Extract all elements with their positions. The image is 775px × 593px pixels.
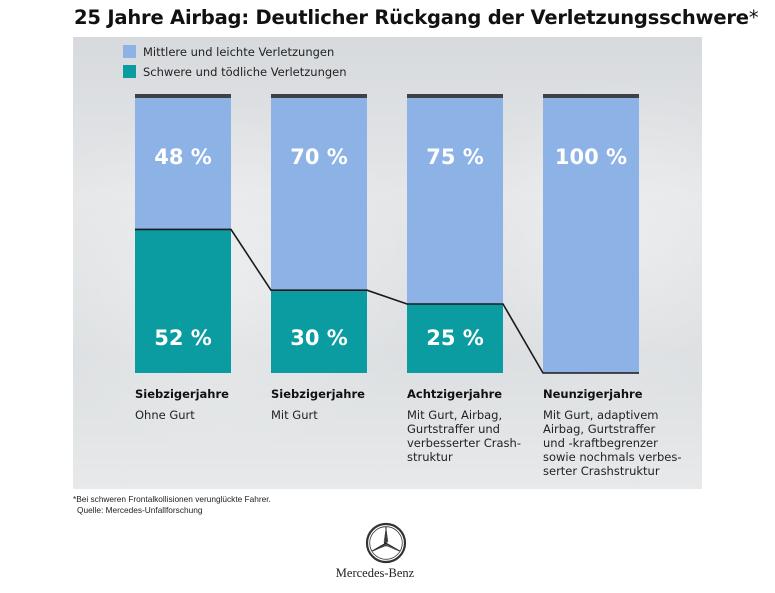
bar-severe-3: [407, 304, 503, 373]
category-desc-4-4: sowie nochmals verbes-: [543, 450, 682, 464]
bar-cap-2: [271, 94, 367, 98]
footnote-source: Quelle: Mercedes-Unfallforschung: [77, 505, 203, 515]
bar-cap-1: [135, 94, 231, 98]
bar-light-1: [135, 97, 231, 230]
category-labels: Siebzigerjahre Ohne Gurt Siebzigerjahre Mit…: [135, 387, 682, 478]
value-label-severe-1: 52 %: [154, 326, 212, 350]
bar-severe-1: [135, 229, 231, 373]
bar-light-4: [543, 97, 639, 373]
bar-severe-2: [271, 290, 367, 373]
brand-wordmark: Mercedes-Benz: [335, 566, 415, 580]
category-desc-4-3: und -kraftbegrenzer: [543, 436, 658, 450]
severity-trend-line: [135, 228, 639, 374]
legend-label-severe: Schwere und tödliche Verletzungen: [143, 65, 347, 79]
category-desc-4-1: Mit Gurt, adaptivem: [543, 408, 659, 422]
value-label-light-3: 75 %: [426, 145, 484, 169]
category-desc-3-1: Mit Gurt, Airbag,: [407, 408, 502, 422]
category-desc-2-1: Mit Gurt: [271, 408, 318, 422]
three-pointed-star-icon: [365, 522, 407, 564]
category-label-1: Siebzigerjahre: [135, 387, 229, 401]
category-desc-4-5: serter Crashstruktur: [543, 464, 660, 478]
value-labels: 48 % 52 % 70 % 30 % 75 % 25 % 100 %: [154, 145, 627, 350]
chart-panel: Mittlere und leichte Verletzungen Schwere…: [73, 37, 702, 489]
value-label-severe-3: 25 %: [426, 326, 484, 350]
legend-swatch-light: [123, 45, 136, 58]
value-label-severe-2: 30 %: [290, 326, 348, 350]
value-label-light-2: 70 %: [290, 145, 348, 169]
title-footnote-marker: *: [748, 6, 759, 29]
footnote-line-1: *Bei schweren Frontalkollisionen verungl…: [73, 494, 271, 504]
page-title: 25 Jahre Airbag: Deutlicher Rückgang der…: [74, 6, 764, 29]
bar-cap-4: [543, 94, 639, 98]
category-desc-3-3: verbesserter Crash-: [407, 436, 521, 450]
footnote: *Bei schweren Frontalkollisionen verungl…: [73, 494, 271, 516]
category-desc-1-1: Ohne Gurt: [135, 408, 195, 422]
bar-group: [135, 94, 639, 373]
category-label-2: Siebzigerjahre: [271, 387, 365, 401]
title-text: 25 Jahre Airbag: Deutlicher Rückgang der…: [74, 6, 749, 29]
category-desc-4-2: Airbag, Gurtstraffer: [543, 422, 655, 436]
connector-layer: [135, 228, 639, 374]
legend-label-light: Mittlere und leichte Verletzungen: [143, 45, 334, 59]
bar-cap-3: [407, 94, 503, 98]
value-label-light-4: 100 %: [555, 145, 627, 169]
category-label-4: Neunzigerjahre: [543, 387, 643, 401]
legend-swatch-severe: [123, 65, 136, 78]
category-desc-3-4: struktur: [407, 450, 453, 464]
category-desc-3-2: Gurtstraffer und: [407, 422, 500, 436]
bar-light-3: [407, 97, 503, 304]
bar-light-2: [271, 97, 367, 291]
category-label-3: Achtzigerjahre: [407, 387, 502, 401]
chart-legend: Mittlere und leichte Verletzungen Schwere…: [123, 45, 347, 79]
value-label-light-1: 48 %: [154, 145, 212, 169]
stacked-bar-chart: Mittlere und leichte Verletzungen Schwere…: [123, 45, 682, 478]
